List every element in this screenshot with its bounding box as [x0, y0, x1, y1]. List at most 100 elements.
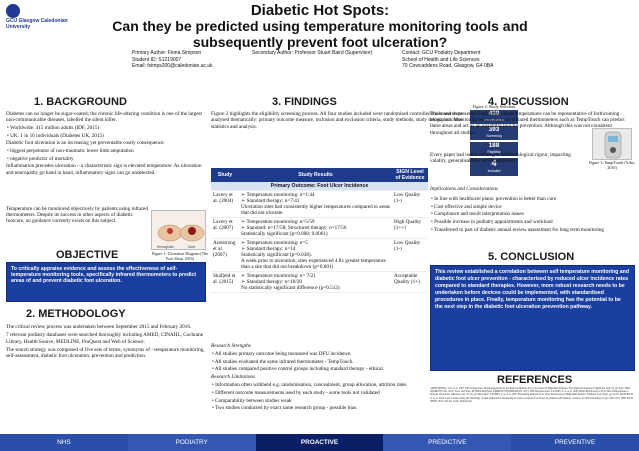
flow-title: Figure 2: Study Selection	[472, 104, 516, 109]
table-cell-sign: Low Quality (1-)	[392, 238, 428, 272]
implications-heading: Implications and Considerations	[430, 186, 499, 192]
findings-heading: 3. FINDINGS	[272, 96, 337, 108]
implication-item: • Transferred to part of diabetic annual…	[431, 226, 604, 233]
table-cell-results: ➢ Temperature monitoring: n=5 ➢ Standard…	[239, 238, 392, 272]
implications-list: • In line with healthcare plans: prevent…	[430, 196, 635, 235]
table-row: Lavery et al. (2007) ➢ Temperature monit…	[211, 217, 428, 239]
table-cell-sign: Acceptable Quality (1+)	[392, 271, 428, 293]
flow-count: 393	[488, 126, 500, 133]
methodology-p2: 7 relevant podiatry databases were searc…	[6, 332, 204, 345]
table-cell-sign: Low Quality (1-)	[392, 190, 428, 218]
table-cell-study: Lavery et al. (2007)	[211, 217, 239, 239]
table-header-study: Study	[211, 168, 239, 182]
objective-box: To critically appraise evidence and asse…	[6, 262, 206, 302]
primary-author: Primary Author: Fiona Simpson	[132, 50, 202, 56]
figure-1-label-left: Hemoglobin	[157, 245, 174, 249]
logo-text: GCU Glasgow Caledonian University	[6, 18, 68, 30]
table-cell-results: ➢ Temperature monitoring: n=1/44 ➢ Stand…	[239, 190, 392, 218]
gcu-logo: GCU Glasgow Caledonian University	[6, 4, 68, 30]
footer-bar: NHS PODIATRY PROACTIVE PREDICTIVE PREVEN…	[0, 434, 639, 451]
research-evaluation: Research Strengths • All studies primary…	[211, 343, 428, 413]
footer-predictive: PREDICTIVE	[383, 434, 512, 451]
implication-item: • Possible increase in podiatry appointm…	[431, 219, 553, 226]
limitation-item: • Information often withheld e.g. random…	[212, 381, 407, 388]
background-bullet-4: • negative predictor of mortality	[7, 155, 74, 162]
discussion-p1: The research presented highlights raised…	[430, 111, 625, 136]
background-heading: 1. BACKGROUND	[34, 96, 127, 108]
discussion-heading: 4. DISCUSSION	[488, 96, 569, 108]
background-bullet-3: • biggest perpetrator of non-traumatic l…	[7, 148, 134, 155]
background-p4: Temperature can be monitored objectively…	[6, 206, 148, 225]
methodology-heading: 2. METHODOLOGY	[26, 308, 126, 320]
table-subheader: Primary Outcome: Foot Ulcer Incidence	[211, 182, 428, 191]
table-header-results: Study Results	[239, 168, 392, 182]
student-id: Student ID: S1219007	[132, 56, 182, 63]
background-bullet-1: • Worldwide: 415 million adults (IDF, 20…	[7, 124, 100, 131]
flow-label: Screening	[486, 134, 502, 138]
strength-item: • All studies evaluated the same infrare…	[212, 358, 354, 365]
title-line-1: Diabetic Hot Spots:	[250, 2, 390, 19]
flow-label: Eligibility	[487, 150, 501, 154]
flow-count: 4	[491, 158, 497, 168]
implication-item: • Cost effective and simple device	[431, 203, 502, 210]
strengths-heading: Research Strengths	[211, 343, 251, 349]
school: School of Health and Life Sciences	[402, 56, 480, 63]
methodology-p3: The search strategy was composed of five…	[6, 346, 205, 360]
footer-nhs: NHS	[0, 434, 128, 451]
table-row: Skafjeld et al. (2015) ➢ Temperature mon…	[211, 271, 428, 293]
study-selection-flow: Figure 2: Study Selection 439 Identifica…	[470, 104, 518, 178]
address: 70 Cowcaddens Road, Glasgow, G4 0BA	[402, 63, 494, 69]
discussion-p2: Every paper had issues relating to metho…	[430, 152, 571, 165]
table-cell-results: ➢ Temperature monitoring: n=5/59 ➢ Stand…	[239, 217, 392, 239]
title-line-2: Can they be predicted using temperature …	[112, 18, 528, 34]
secondary-author: Secondary Author: Professor Stuart Baird…	[252, 50, 373, 56]
methodology-p1: The critical review process was undertak…	[6, 324, 192, 330]
findings-table: Study Study Results SIGN Level of Eviden…	[211, 168, 428, 293]
findings-intro: Figure 2 highlights the eligibility scre…	[211, 111, 463, 130]
flow-count: 188	[488, 142, 500, 149]
flow-box-included: 4 Included	[470, 158, 518, 176]
contact: Contact: GCU Podiatry Department	[402, 50, 481, 56]
references-heading: REFERENCES	[497, 374, 573, 386]
background-p3: Inflammation precedes ulceration – a cha…	[6, 163, 202, 176]
figure-1-label-right: Ulcer	[188, 245, 196, 249]
references-text: ARMSTRONG, D.G. et al. 2007 Skin Tempera…	[430, 387, 634, 403]
background-p1: Diabetes can no longer be sugar-coated; …	[6, 111, 202, 124]
limitation-item: • Different outcome measurements used by…	[212, 389, 380, 396]
conclusion-heading: 5. CONCLUSION	[488, 251, 575, 263]
implication-item: • Compliance and result interpretation i…	[431, 211, 524, 218]
table-row: Armstrong et al. (2007) ➢ Temperature mo…	[211, 238, 428, 272]
table-row: Lavery et al. (2004) ➢ Temperature monit…	[211, 190, 428, 218]
flow-box-identification: 439 Identification	[470, 110, 518, 124]
background-bullet-2: • UK: 1 in 16 individuals (Diabetes UK, …	[7, 132, 104, 139]
figure-1-caption: Figure 1: Ulceration Diagram (The Foot S…	[152, 251, 208, 261]
table-cell-study: Armstrong et al. (2007)	[211, 238, 239, 272]
flow-count: 439	[488, 110, 500, 117]
table-cell-results: ➢ Temperature monitoring: n= 7/21 ➢ Stan…	[239, 271, 392, 293]
footer-preventive: PREVENTIVE	[511, 434, 639, 451]
temptouch-image	[592, 128, 632, 160]
limitation-item: • Comparability between studies weak	[212, 397, 292, 404]
footer-podiatry: PODIATRY	[127, 434, 256, 451]
author-email: Email: fsimps200@caledonian.ac.uk	[132, 63, 213, 69]
figure-3-caption: Figure 3: TempTouch (Xilas, 2016)	[588, 160, 636, 170]
objective-heading: OBJECTIVE	[56, 249, 119, 261]
flow-label: Identification	[484, 118, 504, 122]
background-p2: Diabetic foot ulceration is an increasin…	[6, 140, 165, 147]
table-cell-study: Lavery et al. (2004)	[211, 190, 239, 218]
strength-item: • All studies compared positive control …	[212, 366, 385, 373]
methodology-text: The critical review process was undertak…	[6, 324, 206, 361]
table-cell-study: Skafjeld et al. (2015)	[211, 271, 239, 293]
flow-label: Included	[487, 169, 501, 173]
table-header-sign: SIGN Level of Evidence	[392, 168, 428, 182]
flow-box-eligibility: 188 Eligibility	[470, 142, 518, 156]
limitations-heading: Research Limitations	[211, 374, 256, 381]
footer-proactive: PROACTIVE	[255, 434, 384, 451]
table-cell-sign: High Quality (1++)	[392, 217, 428, 239]
strength-item: • All studies primary outcome being meas…	[212, 350, 352, 357]
conclusion-box: This review established a correlation be…	[430, 265, 635, 371]
implication-item: • In line with healthcare plans: prevent…	[431, 196, 557, 202]
limitation-item: • Two studies conducted by exact same re…	[212, 405, 358, 412]
title-line-3: subsequently prevent foot ulceration?	[192, 34, 448, 50]
